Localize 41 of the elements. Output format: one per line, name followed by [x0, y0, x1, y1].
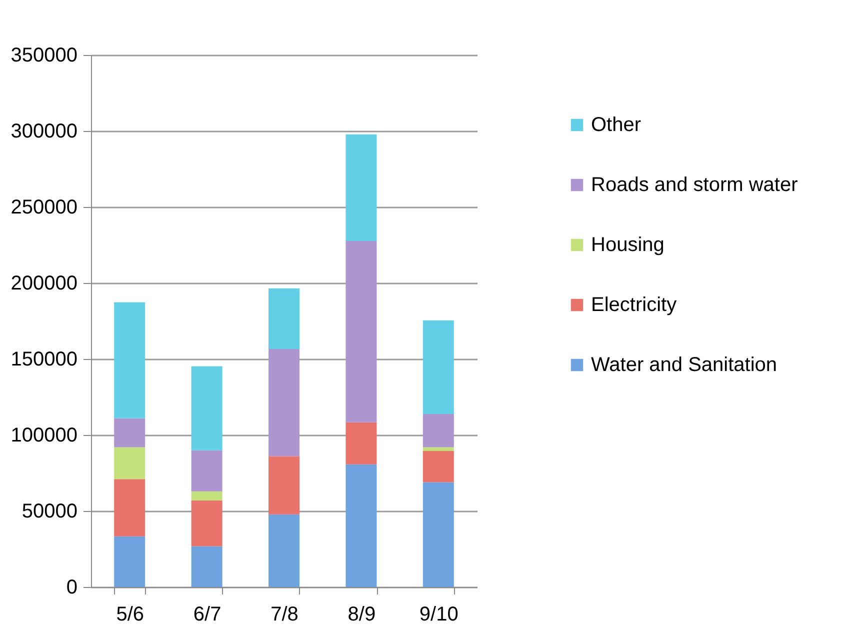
- bar: [191, 491, 222, 500]
- bar: [346, 422, 377, 464]
- x-tick-label: 8/9: [348, 604, 376, 626]
- y-tick-label: 350000: [10, 44, 78, 66]
- bar: [346, 134, 377, 242]
- bar: [268, 288, 300, 349]
- bar: [268, 514, 300, 587]
- legend-label: Electricity: [591, 294, 677, 316]
- legend-label: Housing: [591, 234, 664, 256]
- bar: [346, 241, 377, 422]
- legend-label: Other: [591, 114, 642, 136]
- x-tick-label: 7/8: [270, 604, 298, 626]
- bar: [268, 348, 300, 456]
- bar: [114, 302, 146, 418]
- bar: [422, 450, 454, 482]
- x-tick-label: 6/7: [193, 604, 222, 626]
- x-tick-label: 9/10: [419, 604, 458, 626]
- bar: [191, 450, 222, 492]
- bar: [114, 418, 146, 448]
- y-tick-label: 250000: [10, 196, 78, 218]
- y-tick-label: 0: [66, 576, 78, 598]
- bar: [346, 464, 377, 587]
- y-tick-label: 150000: [10, 348, 78, 370]
- x-tick-label: 5/6: [116, 604, 144, 626]
- bar: [114, 479, 146, 536]
- bar: [422, 482, 454, 587]
- y-tick-label: 100000: [10, 424, 78, 446]
- y-tick-label: 200000: [10, 272, 78, 294]
- legend-label: Water and Sanitation: [591, 354, 778, 376]
- y-tick-label: 50000: [22, 500, 78, 522]
- bar: [422, 414, 454, 448]
- legend-label: Roads and storm water: [591, 174, 798, 196]
- bar: [422, 447, 454, 451]
- bar: [422, 320, 454, 414]
- bar: [191, 500, 222, 546]
- bar: [191, 366, 222, 450]
- bar: [191, 546, 222, 587]
- y-tick-label: 300000: [10, 120, 78, 142]
- bar: [268, 456, 300, 514]
- bar: [114, 536, 146, 587]
- bar: [114, 447, 146, 480]
